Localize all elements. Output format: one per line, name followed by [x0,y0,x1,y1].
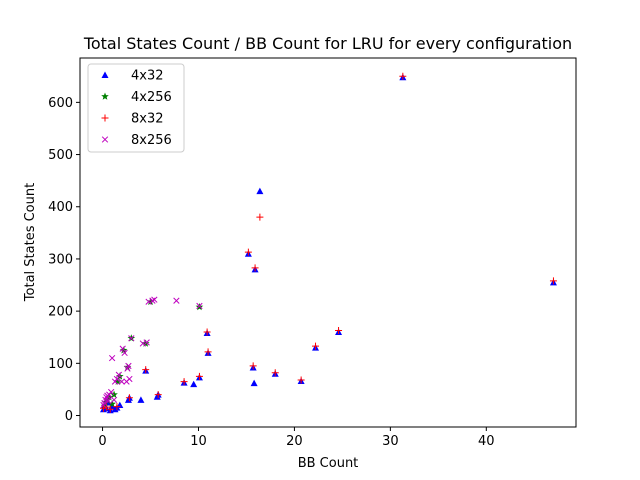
point-8x32-5 [142,366,150,374]
legend-label-8x256: 8x256 [131,133,172,148]
point-8x256-25 [151,296,158,303]
point-8x256-18 [125,362,132,370]
point-8x256-7 [108,388,115,396]
point-8x32-11 [244,248,252,256]
point-4x256-6 [114,377,122,385]
point-4x256-12 [146,297,155,305]
point-8x32-13 [251,264,259,272]
x-axis: 0 10 20 30 40 [98,427,495,449]
legend-box [87,63,185,153]
chart-title: Total States Count / BB Count for LRU fo… [83,34,572,53]
y-tick-label-200: 200 [48,305,73,320]
point-4x32-24 [256,187,264,195]
point-8x32-20 [549,277,557,285]
point-8x32-16 [297,376,305,384]
y-tick-label-600: 600 [48,96,73,111]
point-4x256-3 [105,393,114,401]
point-8x32-8 [195,372,203,380]
point-8x256-22 [143,339,150,346]
y-tick-label-500: 500 [48,148,73,163]
point-8x32-10 [204,348,212,356]
point-8x256-13 [118,378,125,385]
legend-marker-4x32 [101,71,109,78]
point-4x32-16 [190,380,198,388]
x-axis-label: BB Count [298,456,359,471]
point-8x32-12 [249,362,257,370]
point-8x256-24 [149,297,156,304]
point-8x32-19 [399,72,407,80]
point-8x32-2 [106,405,114,413]
series-8x32 [100,72,557,413]
point-8x256-20 [128,335,135,342]
point-8x256-12 [115,371,123,378]
plot-frame [79,57,577,428]
y-tick-label-100: 100 [48,357,73,372]
y-axis-label: Total States Count [23,183,38,302]
x-tick-label-40: 40 [478,434,495,449]
y-tick-label-300: 300 [48,252,73,267]
x-tick-label-30: 30 [382,434,399,449]
point-4x32-11 [137,396,145,403]
point-8x256-21 [139,340,146,347]
point-8x256-19 [126,375,133,383]
x-tick-label-20: 20 [286,434,303,449]
point-8x256-9 [110,396,118,404]
point-4x256-4 [108,400,116,408]
series-8x256 [100,296,203,409]
point-8x32-6 [154,391,162,399]
point-8x256-11 [113,375,121,383]
point-8x256-27 [196,302,203,310]
point-8x32-3 [113,403,121,411]
y-axis: 0 100 200 300 400 500 600 [48,96,80,424]
point-4x32-22 [250,379,258,387]
legend: 4x32 4x256 8x32 8x256 [87,63,185,153]
point-8x256-26 [173,297,180,304]
legend-marker-8x32 [101,114,109,122]
point-8x256-23 [145,298,152,305]
point-8x256-15 [121,349,128,357]
point-8x32-7 [180,378,188,386]
point-8x256-5 [105,397,112,405]
legend-marker-4x256 [101,92,109,100]
point-8x256-14 [119,345,126,352]
legend-label-8x32: 8x32 [131,112,164,127]
point-8x32-14 [256,213,264,221]
legend-label-4x32: 4x32 [131,69,164,84]
x-tick-label-10: 10 [190,434,207,449]
point-8x256-8 [108,354,116,362]
y-tick-label-0: 0 [65,409,73,424]
legend-marker-8x256 [101,136,109,143]
plot-area [100,72,557,414]
point-8x32-4 [125,394,133,402]
x-tick-label-0: 0 [98,434,106,449]
point-8x32-18 [335,326,343,334]
legend-label-4x256: 4x256 [131,90,172,105]
point-8x32-17 [312,342,320,350]
point-8x32-15 [271,369,279,377]
point-8x32-0 [100,404,108,412]
point-8x32-9 [203,328,211,336]
y-tick-label-400: 400 [48,200,73,215]
